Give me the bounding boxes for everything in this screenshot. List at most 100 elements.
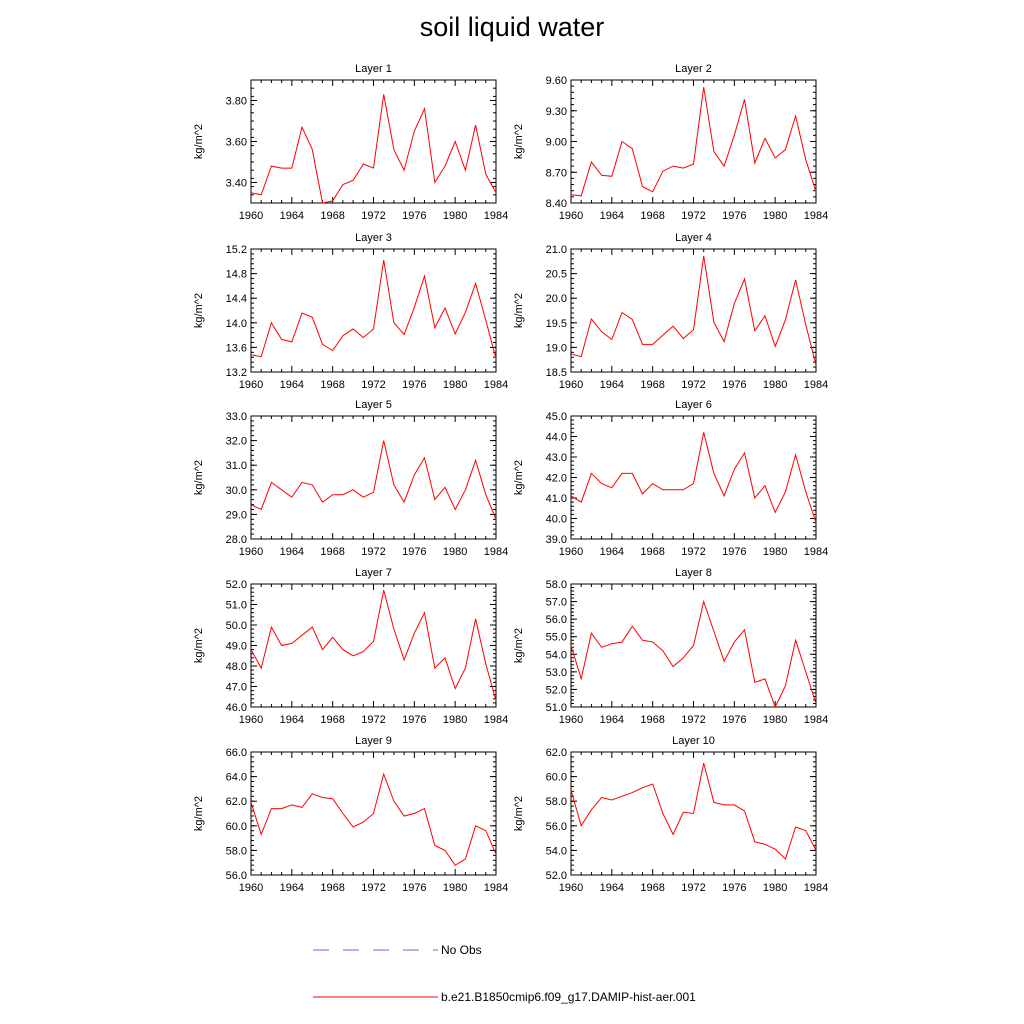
- x-tick-label: 1960: [239, 379, 263, 391]
- x-tick-label: 1964: [600, 379, 624, 391]
- y-tick-label: 47.0: [226, 682, 247, 694]
- panel-title: Layer 6: [675, 399, 712, 411]
- y-tick-label: 14.0: [226, 318, 247, 330]
- x-tick-label: 1976: [402, 714, 426, 726]
- panel-title: Layer 3: [355, 232, 392, 244]
- x-tick-label: 1984: [804, 714, 828, 726]
- y-tick-label: 28.0: [226, 534, 247, 546]
- y-tick-label: 43.0: [546, 452, 567, 464]
- y-tick-label: 8.70: [546, 167, 567, 179]
- x-tick-label: 1960: [239, 714, 263, 726]
- x-tick-label: 1960: [239, 882, 263, 894]
- y-tick-label: 33.0: [226, 411, 247, 423]
- x-tick-label: 1980: [763, 546, 787, 558]
- x-tick-label: 1980: [763, 210, 787, 222]
- panel-title: Layer 7: [355, 567, 392, 579]
- x-tick-label: 1964: [600, 210, 624, 222]
- y-tick-label: 50.0: [226, 620, 247, 632]
- y-tick-label: 9.30: [546, 106, 567, 118]
- y-tick-label: 52.0: [546, 870, 567, 882]
- y-tick-label: 20.0: [546, 293, 567, 305]
- y-tick-label: 30.0: [226, 485, 247, 497]
- x-tick-label: 1984: [484, 210, 508, 222]
- y-axis-label: kg/m^2: [193, 796, 205, 831]
- x-tick-label: 1964: [280, 379, 304, 391]
- x-tick-label: 1976: [402, 379, 426, 391]
- y-tick-label: 9.00: [546, 137, 567, 149]
- series-line: [570, 599, 817, 709]
- chart-panel-6: Layer 6 kg/m^2 1960 1964 1968 1972 1976 1980 198…: [513, 399, 828, 558]
- y-axis-label: kg/m^2: [193, 293, 205, 328]
- chart-panel-10: Layer 10 kg/m^2 1960 1964 1968 1972 1976 1980 19…: [513, 735, 828, 894]
- x-tick-label: 1984: [804, 210, 828, 222]
- y-tick-label: 9.60: [546, 75, 567, 87]
- y-tick-label: 45.0: [546, 411, 567, 423]
- y-tick-label: 13.6: [226, 342, 247, 354]
- x-tick-label: 1968: [320, 714, 344, 726]
- x-tick-label: 1976: [722, 379, 746, 391]
- series-line: [570, 762, 817, 860]
- x-tick-label: 1980: [443, 714, 467, 726]
- series-line: [570, 255, 817, 366]
- x-tick-label: 1976: [402, 210, 426, 222]
- x-tick-label: 1980: [763, 379, 787, 391]
- y-axis-label: kg/m^2: [513, 293, 525, 328]
- x-tick-label: 1968: [640, 546, 664, 558]
- y-axis-label: kg/m^2: [193, 628, 205, 663]
- x-tick-label: 1964: [280, 714, 304, 726]
- y-tick-label: 41.0: [546, 493, 567, 505]
- y-tick-label: 44.0: [546, 432, 567, 444]
- x-tick-label: 1968: [640, 379, 664, 391]
- y-tick-label: 3.40: [226, 178, 247, 190]
- y-tick-label: 54.0: [546, 845, 567, 857]
- y-tick-label: 54.0: [546, 649, 567, 661]
- y-tick-label: 29.0: [226, 509, 247, 521]
- chart-panel-5: Layer 5 kg/m^2 1960 1964 1968 1972 1976 1980 198…: [193, 399, 508, 558]
- chart-panel-1: Layer 1 kg/m^2 1960 1964 1968 1972 1976 1980 198…: [193, 63, 508, 222]
- y-tick-label: 3.80: [226, 96, 247, 108]
- x-tick-label: 1972: [681, 379, 705, 391]
- chart-panel-9: Layer 9 kg/m^2 1960 1964 1968 1972 1976 1980 198…: [193, 735, 508, 894]
- chart-panel-3: Layer 3 kg/m^2 1960 1964 1968 1972 1976 1980 198…: [193, 232, 508, 391]
- panel-title: Layer 1: [355, 63, 392, 75]
- y-tick-label: 58.0: [226, 845, 247, 857]
- y-tick-label: 8.40: [546, 198, 567, 210]
- x-tick-label: 1976: [722, 714, 746, 726]
- x-tick-label: 1960: [239, 546, 263, 558]
- y-tick-label: 60.0: [546, 772, 567, 784]
- y-tick-label: 64.0: [226, 772, 247, 784]
- x-tick-label: 1972: [681, 882, 705, 894]
- x-tick-label: 1976: [722, 882, 746, 894]
- x-tick-label: 1980: [443, 546, 467, 558]
- series-line: [250, 772, 497, 866]
- y-tick-label: 46.0: [226, 702, 247, 714]
- y-tick-label: 32.0: [226, 436, 247, 448]
- chart-panel-8: Layer 8 kg/m^2 1960 1964 1968 1972 1976 1980 198…: [513, 567, 828, 726]
- x-tick-label: 1972: [361, 210, 385, 222]
- series-line: [570, 432, 817, 523]
- y-tick-label: 51.0: [546, 702, 567, 714]
- x-tick-label: 1976: [722, 210, 746, 222]
- panel-title: Layer 8: [675, 567, 712, 579]
- y-tick-label: 58.0: [546, 796, 567, 808]
- y-tick-label: 56.0: [546, 821, 567, 833]
- y-tick-label: 55.0: [546, 632, 567, 644]
- x-tick-label: 1972: [361, 546, 385, 558]
- y-tick-label: 60.0: [226, 821, 247, 833]
- y-tick-label: 42.0: [546, 473, 567, 485]
- x-tick-label: 1964: [280, 882, 304, 894]
- panel-title: Layer 10: [672, 735, 715, 747]
- series-line: [250, 260, 497, 359]
- series-line: [250, 589, 497, 702]
- x-tick-label: 1968: [640, 714, 664, 726]
- x-tick-label: 1968: [320, 882, 344, 894]
- x-tick-label: 1984: [804, 882, 828, 894]
- x-tick-label: 1984: [484, 546, 508, 558]
- y-tick-label: 18.5: [546, 367, 567, 379]
- y-tick-label: 3.60: [226, 137, 247, 149]
- x-tick-label: 1960: [559, 714, 583, 726]
- y-tick-label: 56.0: [546, 614, 567, 626]
- panel-title: Layer 9: [355, 735, 392, 747]
- x-tick-label: 1960: [559, 882, 583, 894]
